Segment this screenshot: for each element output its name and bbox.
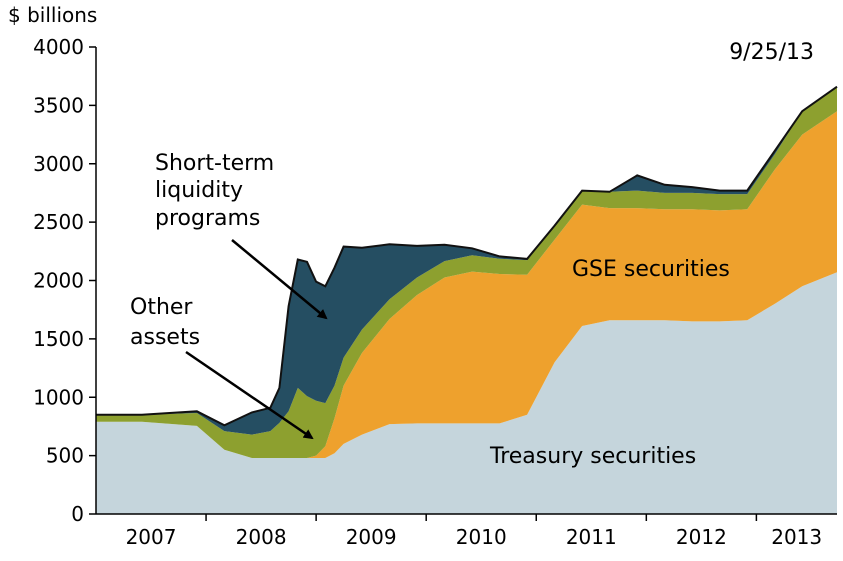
- x-tick-label: 2012: [676, 525, 727, 549]
- y-tick-label: 3500: [33, 93, 84, 117]
- annotation-line: Short-term: [155, 151, 274, 176]
- x-tick-label: 2013: [771, 525, 822, 549]
- area-other-assets: [96, 86, 837, 458]
- short-term-arrow: [231, 239, 328, 320]
- y-tick-label: 500: [46, 444, 84, 468]
- area-gse-securities: [96, 111, 837, 458]
- stacked-areas: [96, 85, 838, 514]
- x-tick-label: 2007: [126, 525, 177, 549]
- x-tick-label: 2008: [236, 525, 287, 549]
- annotation-other-assets: Other assets: [130, 295, 200, 350]
- annotation-gse-securities: GSE securities: [572, 257, 730, 282]
- y-tick-label: 0: [71, 502, 84, 526]
- y-axis-ticks: 0 500 1000 1500 2000 2500 3000 3500 4000: [33, 35, 96, 526]
- annotation-line: programs: [155, 206, 260, 231]
- other-assets-arrow: [185, 350, 314, 440]
- unit-label: $ billions: [8, 3, 97, 27]
- y-tick-label: 3000: [33, 152, 84, 176]
- area-treasury-securities: [96, 272, 837, 514]
- annotation-short-term: Short-term liquidity programs: [155, 151, 274, 231]
- x-axis-ticks: 2007 2008 2009 2010 2011 2012 2013: [126, 514, 822, 549]
- y-tick-label: 2000: [33, 269, 84, 293]
- y-tick-label: 4000: [33, 35, 84, 59]
- y-tick-label: 1000: [33, 385, 84, 409]
- total-assets-line: [96, 85, 838, 427]
- y-tick-label: 1500: [33, 327, 84, 351]
- annotation-line: assets: [130, 325, 200, 350]
- date-stamp: 9/25/13: [729, 40, 814, 65]
- x-tick-label: 2011: [566, 525, 617, 549]
- x-tick-label: 2009: [346, 525, 397, 549]
- y-tick-label: 2500: [33, 210, 84, 234]
- annotation-line: liquidity: [155, 178, 243, 203]
- annotation-line: Other: [130, 295, 193, 320]
- annotation-treasury-securities: Treasury securities: [489, 444, 696, 469]
- x-tick-label: 2010: [456, 525, 507, 549]
